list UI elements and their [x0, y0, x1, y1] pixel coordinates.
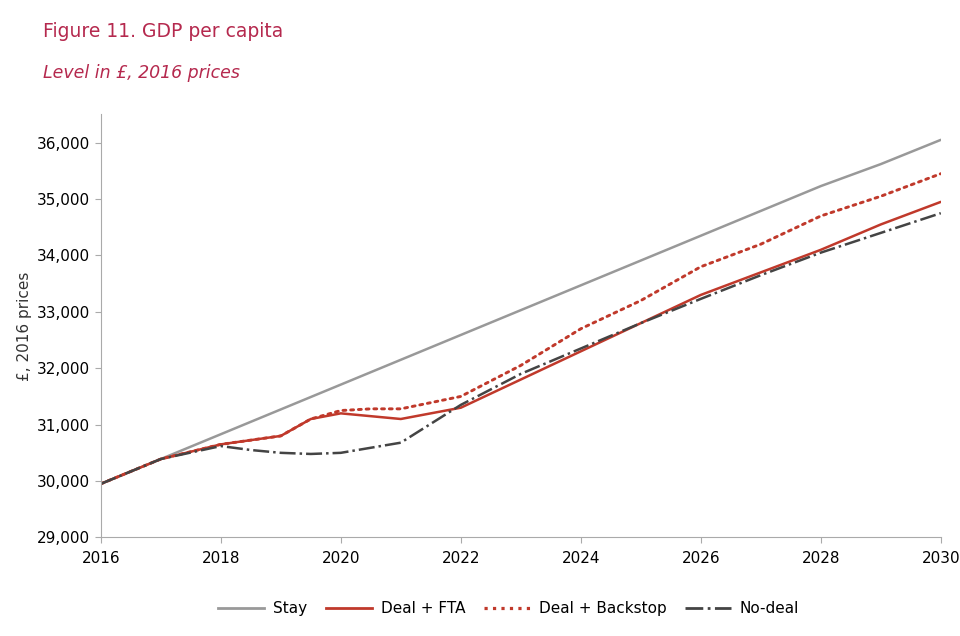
Text: Figure 11. GDP per capita: Figure 11. GDP per capita — [43, 22, 283, 41]
Text: Level in £, 2016 prices: Level in £, 2016 prices — [43, 64, 240, 82]
Y-axis label: £, 2016 prices: £, 2016 prices — [16, 272, 32, 380]
Legend: Stay, Deal + FTA, Deal + Backstop, No-deal: Stay, Deal + FTA, Deal + Backstop, No-de… — [212, 595, 805, 622]
